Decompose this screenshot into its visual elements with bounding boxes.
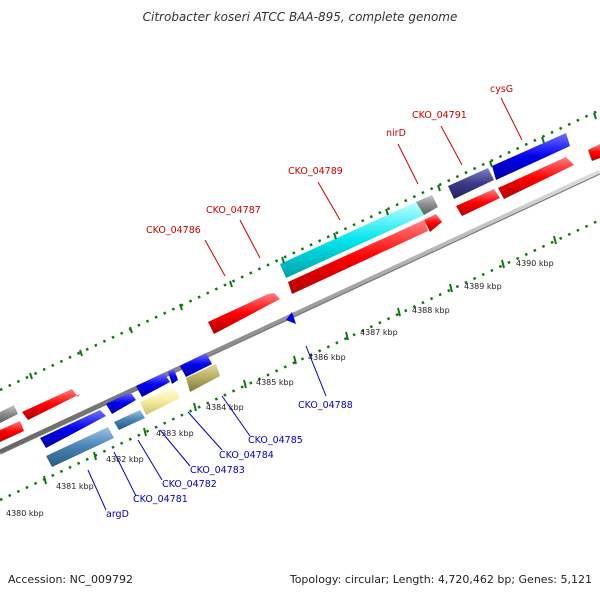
- feature-red-left: [22, 389, 80, 420]
- label-nirD: nirD: [386, 128, 406, 139]
- reverse-features: [40, 312, 296, 467]
- label-cysG: cysG: [490, 84, 513, 95]
- scale-label: 4384 kbp: [206, 403, 244, 412]
- scale-label: 4385 kbp: [256, 378, 294, 387]
- scale-tick-mark: [93, 451, 97, 461]
- feature-red-CKO_04786: [208, 293, 280, 334]
- scale-label: 4390 kbp: [516, 259, 554, 268]
- feature-blue-CKO_04781: [40, 410, 106, 448]
- map-title: Citrobacter koseri ATCC BAA-895, complet…: [142, 10, 458, 24]
- scale-tick-mark: [43, 475, 47, 485]
- outer-tick-mark: [593, 112, 597, 120]
- scale-tick-mark: [501, 259, 505, 269]
- feature-gray-small: [416, 195, 438, 215]
- accession-text: Accession: NC_009792: [8, 573, 134, 586]
- genome-backbone: [0, 169, 600, 455]
- feature-cyan-CKO_04789: [280, 202, 424, 278]
- feature-blue-small: [168, 369, 178, 384]
- feature-blue-CKO_04788: [286, 312, 296, 324]
- outer-tick-mark: [129, 326, 133, 334]
- feature-steel-argD: [46, 427, 114, 467]
- feature-red-right-2: [498, 157, 574, 199]
- label-CKO_04787: CKO_04787: [206, 205, 261, 216]
- scale-label: 4386 kbp: [308, 353, 346, 362]
- feature-red-nirD: [424, 214, 442, 232]
- label-CKO_04785: CKO_04785: [248, 435, 303, 446]
- scale-tick-mark: [397, 307, 401, 317]
- scale-label: 4381 kbp: [56, 482, 94, 491]
- outer-tick-mark: [179, 303, 183, 311]
- label-CKO_04781: CKO_04781: [133, 494, 188, 505]
- feature-blue-CKO_04783: [136, 373, 170, 397]
- outer-dotted-track: [0, 108, 600, 392]
- outer-tick-mark: [229, 280, 233, 288]
- scale-tick-mark: [293, 355, 297, 365]
- scale-ticks: 4380 kbp 4381 kbp 4382 kbp 4383 kbp 4384 kbp…: [6, 112, 597, 518]
- outer-tick-mark: [79, 349, 83, 357]
- scale-tick-mark: [193, 402, 197, 412]
- label-CKO_04782: CKO_04782: [162, 479, 217, 490]
- feature-pale-CKO_04784: [140, 387, 180, 415]
- reverse-labels: CKO_04788 CKO_04785 CKO_04784 CKO_04783 …: [106, 400, 353, 520]
- scale-label: 4388 kbp: [412, 306, 450, 315]
- feature-red-CKO_04787: [288, 220, 428, 294]
- forward-features: [0, 133, 600, 442]
- label-CKO_04786: CKO_04786: [146, 225, 201, 236]
- scale-tick-mark: [553, 235, 557, 245]
- scale-label: 4389 kbp: [464, 282, 502, 291]
- feature-red-right-1: [456, 189, 500, 216]
- feature-gray-stub: [0, 405, 18, 423]
- inner-dotted-track: [0, 218, 600, 502]
- outer-tick-mark: [541, 136, 545, 144]
- feature-blue-CKO_04782: [106, 392, 136, 414]
- scale-tick-mark: [345, 331, 349, 341]
- outer-tick-mark: [333, 232, 337, 240]
- outer-tick-mark: [281, 256, 285, 264]
- outer-tick-mark: [29, 372, 33, 380]
- label-CKO_04783: CKO_04783: [190, 465, 245, 476]
- forward-labels: CKO_04786 CKO_04787 CKO_04789 nirD CKO_0…: [146, 84, 513, 236]
- scale-label: 4380 kbp: [6, 509, 44, 518]
- scale-label: 4387 kbp: [360, 328, 398, 337]
- outer-tick-mark: [385, 208, 389, 216]
- genome-summary-text: Topology: circular; Length: 4,720,462 bp…: [289, 573, 592, 586]
- scale-label: 4383 kbp: [156, 429, 194, 438]
- label-leaders: [87, 97, 523, 511]
- feature-red-left-edge: [0, 421, 24, 442]
- label-CKO_04788: CKO_04788: [298, 400, 353, 411]
- feature-steel-small: [114, 410, 145, 430]
- outer-tick-mark: [489, 160, 493, 168]
- outer-tick-mark: [437, 184, 441, 192]
- feature-red-right-edge: [588, 144, 600, 161]
- scale-tick-mark: [449, 283, 453, 293]
- feature-khaki: [186, 364, 220, 392]
- scale-tick-mark: [243, 379, 247, 389]
- label-argD: argD: [106, 509, 129, 520]
- feature-navy-CKO_04791: [448, 168, 494, 199]
- label-CKO_04789: CKO_04789: [288, 166, 343, 177]
- label-CKO_04784: CKO_04784: [219, 450, 274, 461]
- label-CKO_04791: CKO_04791: [412, 110, 467, 121]
- scale-label: 4382 kbp: [106, 455, 144, 464]
- feature-blue-CKO_04785: [180, 353, 212, 377]
- feature-blue-cysG: [492, 133, 570, 180]
- scale-tick-mark: [143, 427, 147, 437]
